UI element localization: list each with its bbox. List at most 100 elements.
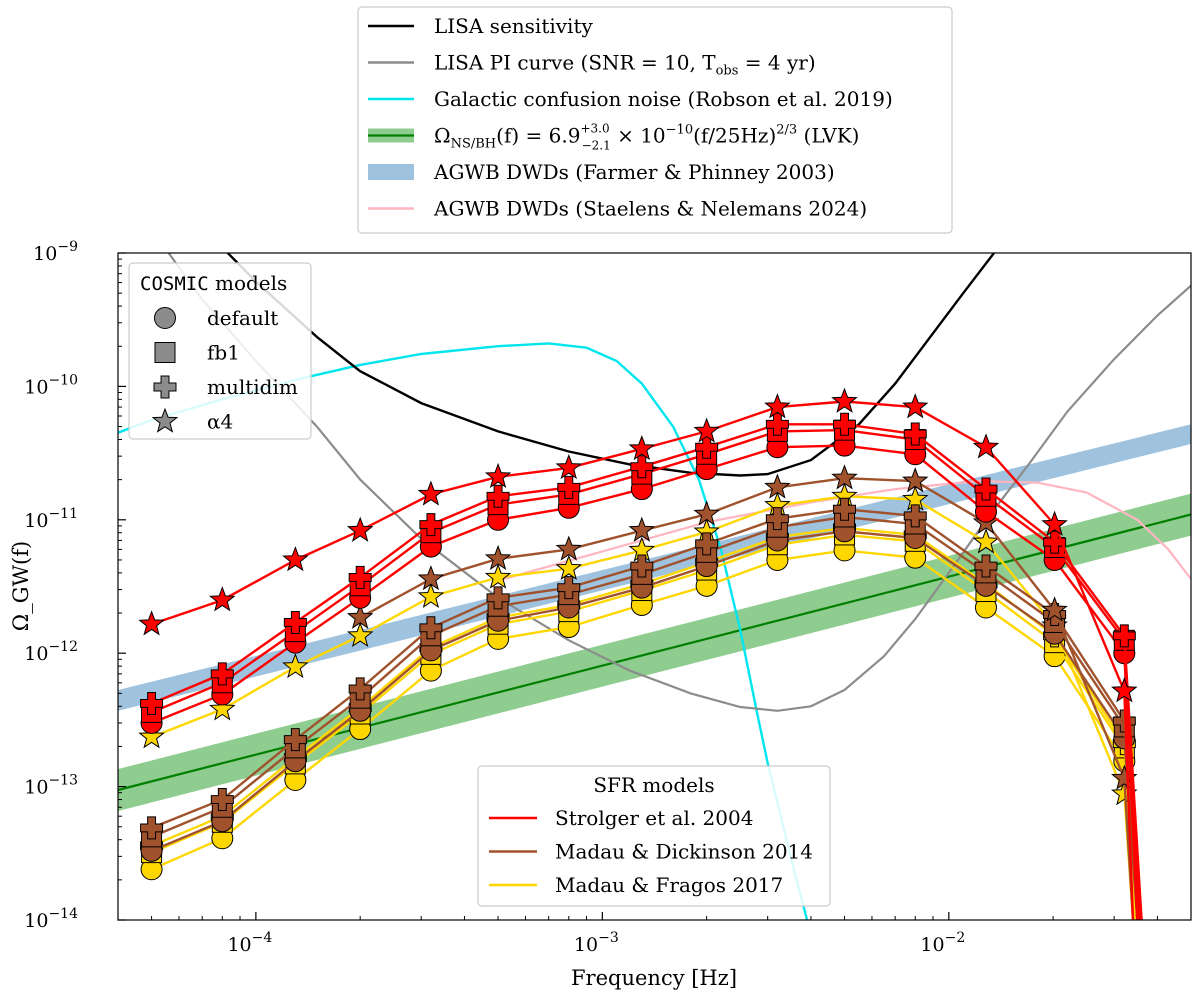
series-line [151, 549, 1135, 920]
data-point [555, 554, 583, 580]
data-point [209, 695, 236, 721]
data-point [1111, 677, 1138, 703]
data-point [903, 422, 927, 446]
data-point [138, 723, 165, 749]
data-point [695, 435, 719, 459]
y-tick-label: 10−10 [24, 372, 78, 398]
data-point [831, 464, 858, 490]
data-point [346, 603, 374, 629]
legend-marker [154, 307, 176, 329]
data-point [1041, 596, 1068, 622]
y-tick-label: 10−14 [24, 906, 78, 932]
data-point [486, 586, 510, 610]
data-point [282, 652, 309, 679]
data-point [695, 532, 719, 556]
cosmic-legend-title: COSMIC models [140, 271, 287, 295]
data-point [209, 586, 236, 612]
legend-label: Madau & Dickinson 2014 [555, 840, 813, 864]
data-point [557, 576, 581, 600]
series-line [151, 530, 1139, 920]
legend-swatch [368, 164, 414, 180]
data-point [419, 513, 443, 537]
data-point [693, 500, 720, 526]
lisa-sensitivity-curve [226, 253, 995, 477]
y-tick-label: 10−11 [24, 506, 78, 532]
data-point [348, 565, 372, 589]
data-point [833, 497, 857, 521]
data-point [972, 433, 1000, 459]
data-point [484, 563, 512, 589]
series-line [151, 507, 1141, 920]
data-point [417, 565, 445, 591]
series-line [151, 423, 1143, 920]
sfr-legend-title: SFR models [593, 773, 714, 797]
data-point [484, 544, 512, 571]
data-point [283, 728, 307, 752]
cosmic-models-legend: COSMIC models default fb1 multidim α4 [128, 262, 312, 440]
legend-label: Madau & Fragos 2017 [555, 873, 783, 897]
data-point [140, 816, 164, 840]
legend-label: default [207, 306, 278, 330]
series-line [151, 428, 1141, 920]
top-legend: LISA sensitivity LISA PI curve (SNR = 10,… [357, 6, 953, 234]
legend-label: AGWB DWDs (Staelens & Nelemans 2024) [433, 197, 867, 221]
data-point [555, 535, 583, 561]
x-tick-label: 10−4 [227, 930, 272, 956]
top-legend-frame [357, 6, 953, 234]
y-tick-label: 10−9 [33, 239, 78, 265]
data-point [765, 412, 789, 436]
data-point [555, 453, 583, 480]
data-point [417, 480, 445, 506]
data-point [346, 516, 374, 542]
data-point [484, 462, 512, 489]
data-point [557, 475, 581, 499]
data-point [764, 473, 791, 499]
x-tick-label: 10−2 [920, 930, 965, 956]
data-point [417, 582, 445, 609]
sfr-models-legend: SFR models Strolger et al. 2004 Madau & Di… [477, 765, 831, 907]
data-point [972, 528, 1000, 554]
legend-marker [154, 342, 176, 363]
data-point [419, 616, 443, 640]
x-tick-label: 10−3 [574, 930, 619, 956]
data-point [974, 477, 998, 501]
lisa-pi-curve [167, 253, 1191, 712]
series-line [151, 495, 1135, 920]
legend-label: LISA sensitivity [434, 14, 593, 38]
plot-area [118, 253, 1191, 920]
data-point [831, 387, 858, 413]
data-point [764, 393, 791, 419]
legend-marker [153, 375, 177, 399]
data-point [282, 546, 309, 572]
cosmic-legend-frame [128, 262, 312, 440]
legend-label: fb1 [207, 341, 240, 365]
data-point [486, 484, 510, 508]
data-point [833, 412, 857, 436]
data-point [902, 393, 929, 419]
data-point [628, 516, 656, 542]
legend-marker [151, 407, 179, 433]
data-point [628, 434, 656, 461]
series-line [151, 515, 1139, 920]
data-point [1112, 624, 1136, 648]
legend-label: Galactic confusion noise (Robson et al. … [434, 87, 893, 111]
legend-label: AGWB DWDs (Farmer & Phinney 2003) [433, 160, 835, 184]
data-point [1041, 510, 1068, 536]
series-line [151, 444, 1139, 920]
y-tick-label: 10−12 [24, 639, 78, 665]
data-point [283, 610, 307, 634]
sfr-legend-frame [477, 765, 831, 907]
plot-frame [117, 252, 1192, 921]
data-point [765, 507, 789, 531]
data-point [693, 417, 720, 443]
data-point [346, 621, 374, 648]
data-point [902, 467, 929, 493]
y-tick-label: 10−13 [24, 773, 78, 799]
data-point [348, 677, 372, 701]
data-point [210, 662, 234, 686]
x-axis-label: Frequency [Hz] [571, 966, 737, 990]
series-line [151, 400, 1135, 920]
data-point [1043, 530, 1067, 554]
data-point [210, 788, 234, 812]
